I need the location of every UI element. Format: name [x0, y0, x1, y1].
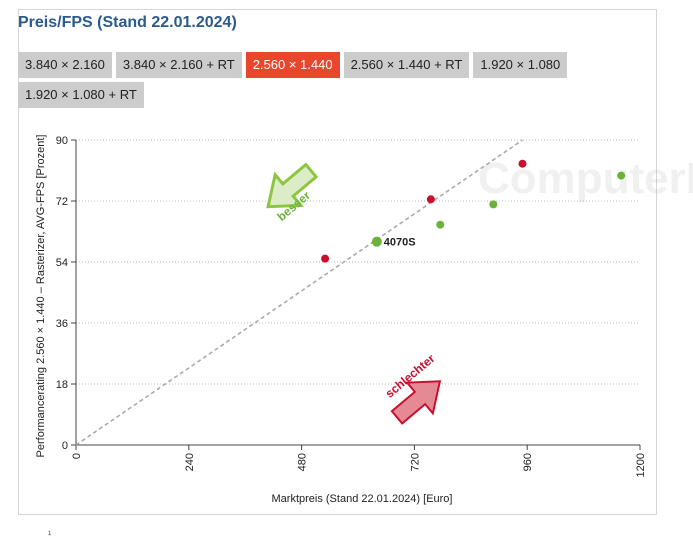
y-tick-label: 72	[56, 196, 68, 208]
watermark-text: ComputerBase	[478, 154, 693, 203]
watermark: ComputerBase	[478, 154, 693, 203]
better-arrow: besser	[266, 162, 319, 224]
y-tick-label: 36	[56, 318, 68, 330]
highlight-label: 4070S	[384, 237, 416, 249]
data-point-red	[518, 159, 527, 168]
y-tick-label: 90	[56, 135, 68, 147]
x-axis-title: Marktpreis (Stand 22.01.2024) [Euro]	[272, 493, 453, 505]
better-arrow-shape	[266, 162, 319, 209]
y-tick-label: 54	[56, 257, 68, 269]
tab-1080p-rt[interactable]: 1.920 × 1.080 + RT	[18, 82, 144, 108]
y-tick-label: 0	[62, 440, 68, 452]
data-point-green	[489, 200, 498, 209]
footnote: ¹	[48, 530, 52, 541]
data-point-green	[617, 171, 626, 180]
tab-1440p-rt[interactable]: 2.560 × 1.440 + RT	[343, 52, 470, 78]
x-tick-label: 480	[297, 453, 309, 471]
x-tick-label: 1200	[635, 453, 647, 477]
data-point-green	[436, 220, 445, 229]
y-tick-label: 18	[56, 379, 68, 391]
data-point-red	[321, 254, 330, 263]
highlight-point	[371, 236, 382, 247]
tab-1440p[interactable]: 2.560 × 1.440	[245, 52, 340, 78]
worse-arrow	[390, 380, 442, 425]
x-tick-label: 720	[409, 453, 421, 471]
reference-line	[75, 139, 523, 446]
data-points: 4070S	[321, 159, 626, 263]
data-point-red	[426, 195, 435, 204]
axes: 0 18 36 54 72 90 0 240 480 720 960 1200	[56, 135, 647, 477]
y-axis-title: Performancerating 2.560 × 1.440 – Raster…	[35, 135, 47, 458]
worse-arrow-shape	[390, 380, 442, 425]
x-tick-label: 0	[71, 453, 83, 459]
tab-2160p[interactable]: 3.840 × 2.160	[18, 52, 112, 78]
tab-2160p-rt[interactable]: 3.840 × 2.160 + RT	[115, 52, 242, 78]
x-tick-label: 960	[522, 453, 534, 471]
resolution-tabs: 3.840 × 2.160 3.840 × 2.160 + RT 2.560 ×…	[18, 52, 578, 108]
x-tick-label: 240	[184, 453, 196, 471]
tab-1080p[interactable]: 1.920 × 1.080	[473, 52, 568, 78]
chart-title: Preis/FPS (Stand 22.01.2024)	[18, 14, 237, 31]
grid-lines	[76, 139, 640, 385]
